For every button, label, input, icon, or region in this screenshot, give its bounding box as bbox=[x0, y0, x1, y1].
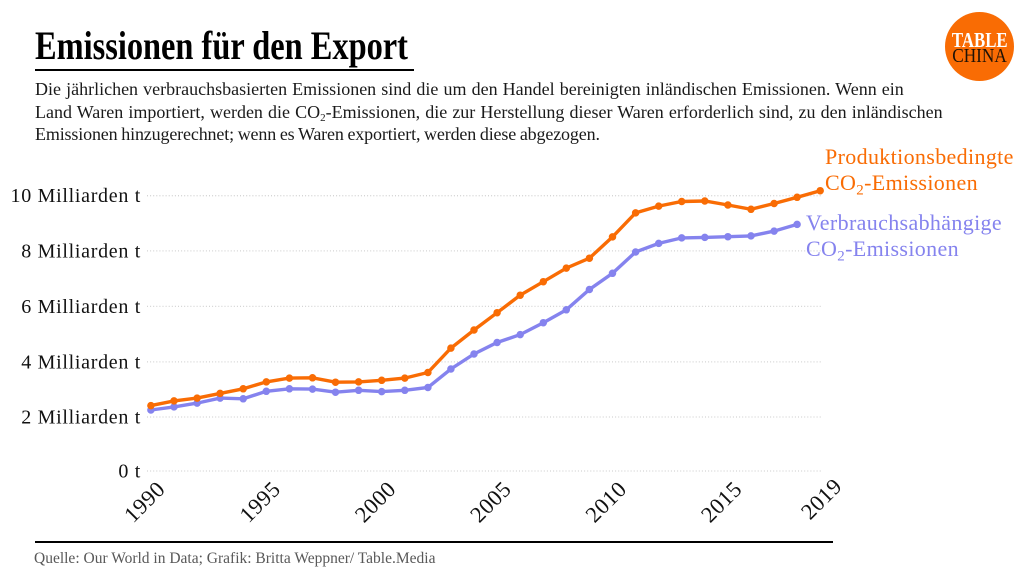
svg-text:6 Milliarden t: 6 Milliarden t bbox=[21, 296, 141, 318]
svg-text:2 Milliarden t: 2 Milliarden t bbox=[21, 407, 141, 429]
svg-text:4 Milliarden t: 4 Milliarden t bbox=[21, 351, 141, 373]
svg-text:8 Milliarden t: 8 Milliarden t bbox=[21, 240, 141, 262]
svg-text:1995: 1995 bbox=[234, 476, 285, 527]
svg-text:10 Milliarden t: 10 Milliarden t bbox=[11, 185, 141, 207]
svg-text:2010: 2010 bbox=[581, 476, 632, 527]
svg-text:2005: 2005 bbox=[465, 476, 516, 527]
svg-text:1990: 1990 bbox=[119, 476, 170, 527]
svg-text:0 t: 0 t bbox=[118, 461, 141, 483]
svg-text:Produktionsbedingte: Produktionsbedingte bbox=[825, 144, 1014, 169]
svg-text:2015: 2015 bbox=[696, 476, 747, 527]
svg-text:Verbrauchsabhängige: Verbrauchsabhängige bbox=[806, 210, 1002, 235]
svg-text:2019: 2019 bbox=[796, 473, 847, 524]
svg-text:CO2-Emissionen: CO2-Emissionen bbox=[806, 236, 959, 265]
svg-text:CO2-Emissionen: CO2-Emissionen bbox=[825, 170, 978, 199]
svg-text:2000: 2000 bbox=[350, 476, 401, 527]
